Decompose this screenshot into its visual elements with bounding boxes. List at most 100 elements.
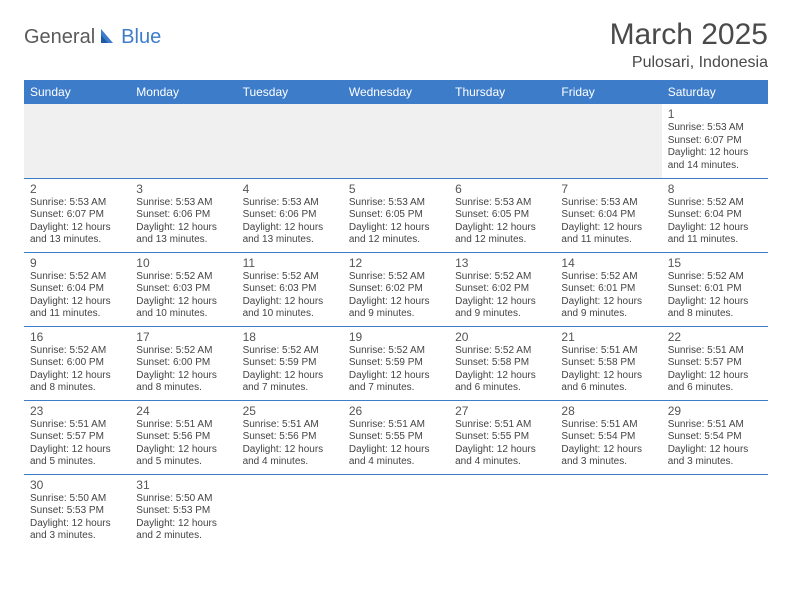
day-content: Sunrise: 5:52 AMSunset: 6:03 PMDaylight:… [243, 271, 337, 321]
calendar-cell: 17Sunrise: 5:52 AMSunset: 6:00 PMDayligh… [130, 326, 236, 400]
calendar-row: 2Sunrise: 5:53 AMSunset: 6:07 PMDaylight… [24, 178, 768, 252]
day-number: 11 [243, 256, 337, 270]
day-number: 19 [349, 330, 443, 344]
day-content: Sunrise: 5:51 AMSunset: 5:55 PMDaylight:… [349, 419, 443, 469]
calendar-cell: 27Sunrise: 5:51 AMSunset: 5:55 PMDayligh… [449, 400, 555, 474]
day-content: Sunrise: 5:52 AMSunset: 6:01 PMDaylight:… [668, 271, 762, 321]
logo: General Blue [24, 18, 161, 49]
day-content: Sunrise: 5:53 AMSunset: 6:04 PMDaylight:… [561, 197, 655, 247]
day-number: 12 [349, 256, 443, 270]
calendar-cell: 8Sunrise: 5:52 AMSunset: 6:04 PMDaylight… [662, 178, 768, 252]
header: General Blue March 2025 Pulosari, Indone… [24, 18, 768, 72]
day-content: Sunrise: 5:50 AMSunset: 5:53 PMDaylight:… [136, 493, 230, 543]
day-content: Sunrise: 5:53 AMSunset: 6:05 PMDaylight:… [455, 197, 549, 247]
day-content: Sunrise: 5:53 AMSunset: 6:06 PMDaylight:… [136, 197, 230, 247]
day-content: Sunrise: 5:52 AMSunset: 6:03 PMDaylight:… [136, 271, 230, 321]
day-content: Sunrise: 5:53 AMSunset: 6:05 PMDaylight:… [349, 197, 443, 247]
calendar-cell [449, 104, 555, 178]
weekday-header: Thursday [449, 80, 555, 104]
calendar-cell [555, 474, 661, 548]
day-content: Sunrise: 5:52 AMSunset: 5:58 PMDaylight:… [455, 345, 549, 395]
weekday-header: Friday [555, 80, 661, 104]
location: Pulosari, Indonesia [610, 54, 768, 72]
calendar-cell [343, 474, 449, 548]
calendar-cell: 15Sunrise: 5:52 AMSunset: 6:01 PMDayligh… [662, 252, 768, 326]
day-number: 31 [136, 478, 230, 492]
weekday-header: Saturday [662, 80, 768, 104]
weekday-header: Wednesday [343, 80, 449, 104]
day-number: 27 [455, 404, 549, 418]
calendar-cell [662, 474, 768, 548]
day-number: 8 [668, 182, 762, 196]
calendar-row: 16 Sunrise: 5:52 AMSunset: 6:00 PMDayligh… [24, 326, 768, 400]
calendar-cell [343, 104, 449, 178]
day-number: 29 [668, 404, 762, 418]
day-content: Sunrise: 5:51 AMSunset: 5:58 PMDaylight:… [561, 345, 655, 395]
month-title: March 2025 [610, 18, 768, 52]
day-number: 7 [561, 182, 655, 196]
calendar-cell [237, 474, 343, 548]
title-block: March 2025 Pulosari, Indonesia [610, 18, 768, 72]
day-number: 18 [243, 330, 337, 344]
calendar-row: 23Sunrise: 5:51 AMSunset: 5:57 PMDayligh… [24, 400, 768, 474]
calendar-row: 9Sunrise: 5:52 AMSunset: 6:04 PMDaylight… [24, 252, 768, 326]
logo-text-blue: Blue [121, 26, 161, 49]
calendar-cell: 9Sunrise: 5:52 AMSunset: 6:04 PMDaylight… [24, 252, 130, 326]
day-number: 2 [30, 182, 124, 196]
calendar-cell: 30Sunrise: 5:50 AMSunset: 5:53 PMDayligh… [24, 474, 130, 548]
weekday-header: Tuesday [237, 80, 343, 104]
calendar-cell: 14Sunrise: 5:52 AMSunset: 6:01 PMDayligh… [555, 252, 661, 326]
calendar-cell: 2Sunrise: 5:53 AMSunset: 6:07 PMDaylight… [24, 178, 130, 252]
day-number: 16 [30, 330, 124, 344]
calendar-cell [130, 104, 236, 178]
calendar-table: SundayMondayTuesdayWednesdayThursdayFrid… [24, 80, 768, 548]
day-content: Sunrise: 5:51 AMSunset: 5:57 PMDaylight:… [30, 419, 124, 469]
calendar-cell [555, 104, 661, 178]
day-number: 5 [349, 182, 443, 196]
day-content: Sunrise: 5:51 AMSunset: 5:56 PMDaylight:… [136, 419, 230, 469]
day-content: Sunrise: 5:51 AMSunset: 5:55 PMDaylight:… [455, 419, 549, 469]
day-content: Sunrise: 5:52 AMSunset: 6:00 PMDaylight:… [136, 345, 230, 395]
calendar-cell: 1Sunrise: 5:53 AMSunset: 6:07 PMDaylight… [662, 104, 768, 178]
day-content: Sunrise: 5:52 AMSunset: 6:04 PMDaylight:… [668, 197, 762, 247]
calendar-cell: 29Sunrise: 5:51 AMSunset: 5:54 PMDayligh… [662, 400, 768, 474]
day-number: 24 [136, 404, 230, 418]
day-content: Sunrise: 5:51 AMSunset: 5:54 PMDaylight:… [561, 419, 655, 469]
day-number: 23 [30, 404, 124, 418]
day-content: Sunrise: 5:53 AMSunset: 6:07 PMDaylight:… [668, 122, 762, 172]
day-number: 9 [30, 256, 124, 270]
calendar-cell: 3Sunrise: 5:53 AMSunset: 6:06 PMDaylight… [130, 178, 236, 252]
calendar-cell [237, 104, 343, 178]
calendar-cell: 23Sunrise: 5:51 AMSunset: 5:57 PMDayligh… [24, 400, 130, 474]
calendar-body: 1Sunrise: 5:53 AMSunset: 6:07 PMDaylight… [24, 104, 768, 548]
day-content: Sunrise: 5:51 AMSunset: 5:54 PMDaylight:… [668, 419, 762, 469]
calendar-cell: 28Sunrise: 5:51 AMSunset: 5:54 PMDayligh… [555, 400, 661, 474]
day-number: 17 [136, 330, 230, 344]
day-number: 25 [243, 404, 337, 418]
day-number: 3 [136, 182, 230, 196]
day-number: 1 [668, 107, 762, 121]
calendar-cell: 21Sunrise: 5:51 AMSunset: 5:58 PMDayligh… [555, 326, 661, 400]
calendar-row: 30Sunrise: 5:50 AMSunset: 5:53 PMDayligh… [24, 474, 768, 548]
day-content: Sunrise: 5:52 AMSunset: 5:59 PMDaylight:… [349, 345, 443, 395]
calendar-cell: 20Sunrise: 5:52 AMSunset: 5:58 PMDayligh… [449, 326, 555, 400]
day-number: 28 [561, 404, 655, 418]
day-number: 21 [561, 330, 655, 344]
calendar-cell: 25Sunrise: 5:51 AMSunset: 5:56 PMDayligh… [237, 400, 343, 474]
logo-text-general: General [24, 26, 95, 49]
day-content: Sunrise: 5:52 AMSunset: 6:02 PMDaylight:… [455, 271, 549, 321]
day-content: Sunrise: 5:53 AMSunset: 6:06 PMDaylight:… [243, 197, 337, 247]
calendar-cell: 5Sunrise: 5:53 AMSunset: 6:05 PMDaylight… [343, 178, 449, 252]
day-content: Sunrise: 5:52 AMSunset: 6:02 PMDaylight:… [349, 271, 443, 321]
logo-sail-icon [99, 27, 119, 48]
calendar-cell: 4Sunrise: 5:53 AMSunset: 6:06 PMDaylight… [237, 178, 343, 252]
day-number: 6 [455, 182, 549, 196]
day-content: Sunrise: 5:51 AMSunset: 5:57 PMDaylight:… [668, 345, 762, 395]
calendar-cell: 10Sunrise: 5:52 AMSunset: 6:03 PMDayligh… [130, 252, 236, 326]
calendar-cell: 22Sunrise: 5:51 AMSunset: 5:57 PMDayligh… [662, 326, 768, 400]
day-number: 13 [455, 256, 549, 270]
calendar-cell: 7Sunrise: 5:53 AMSunset: 6:04 PMDaylight… [555, 178, 661, 252]
calendar-cell: 18Sunrise: 5:52 AMSunset: 5:59 PMDayligh… [237, 326, 343, 400]
calendar-cell: 31Sunrise: 5:50 AMSunset: 5:53 PMDayligh… [130, 474, 236, 548]
weekday-header: Monday [130, 80, 236, 104]
